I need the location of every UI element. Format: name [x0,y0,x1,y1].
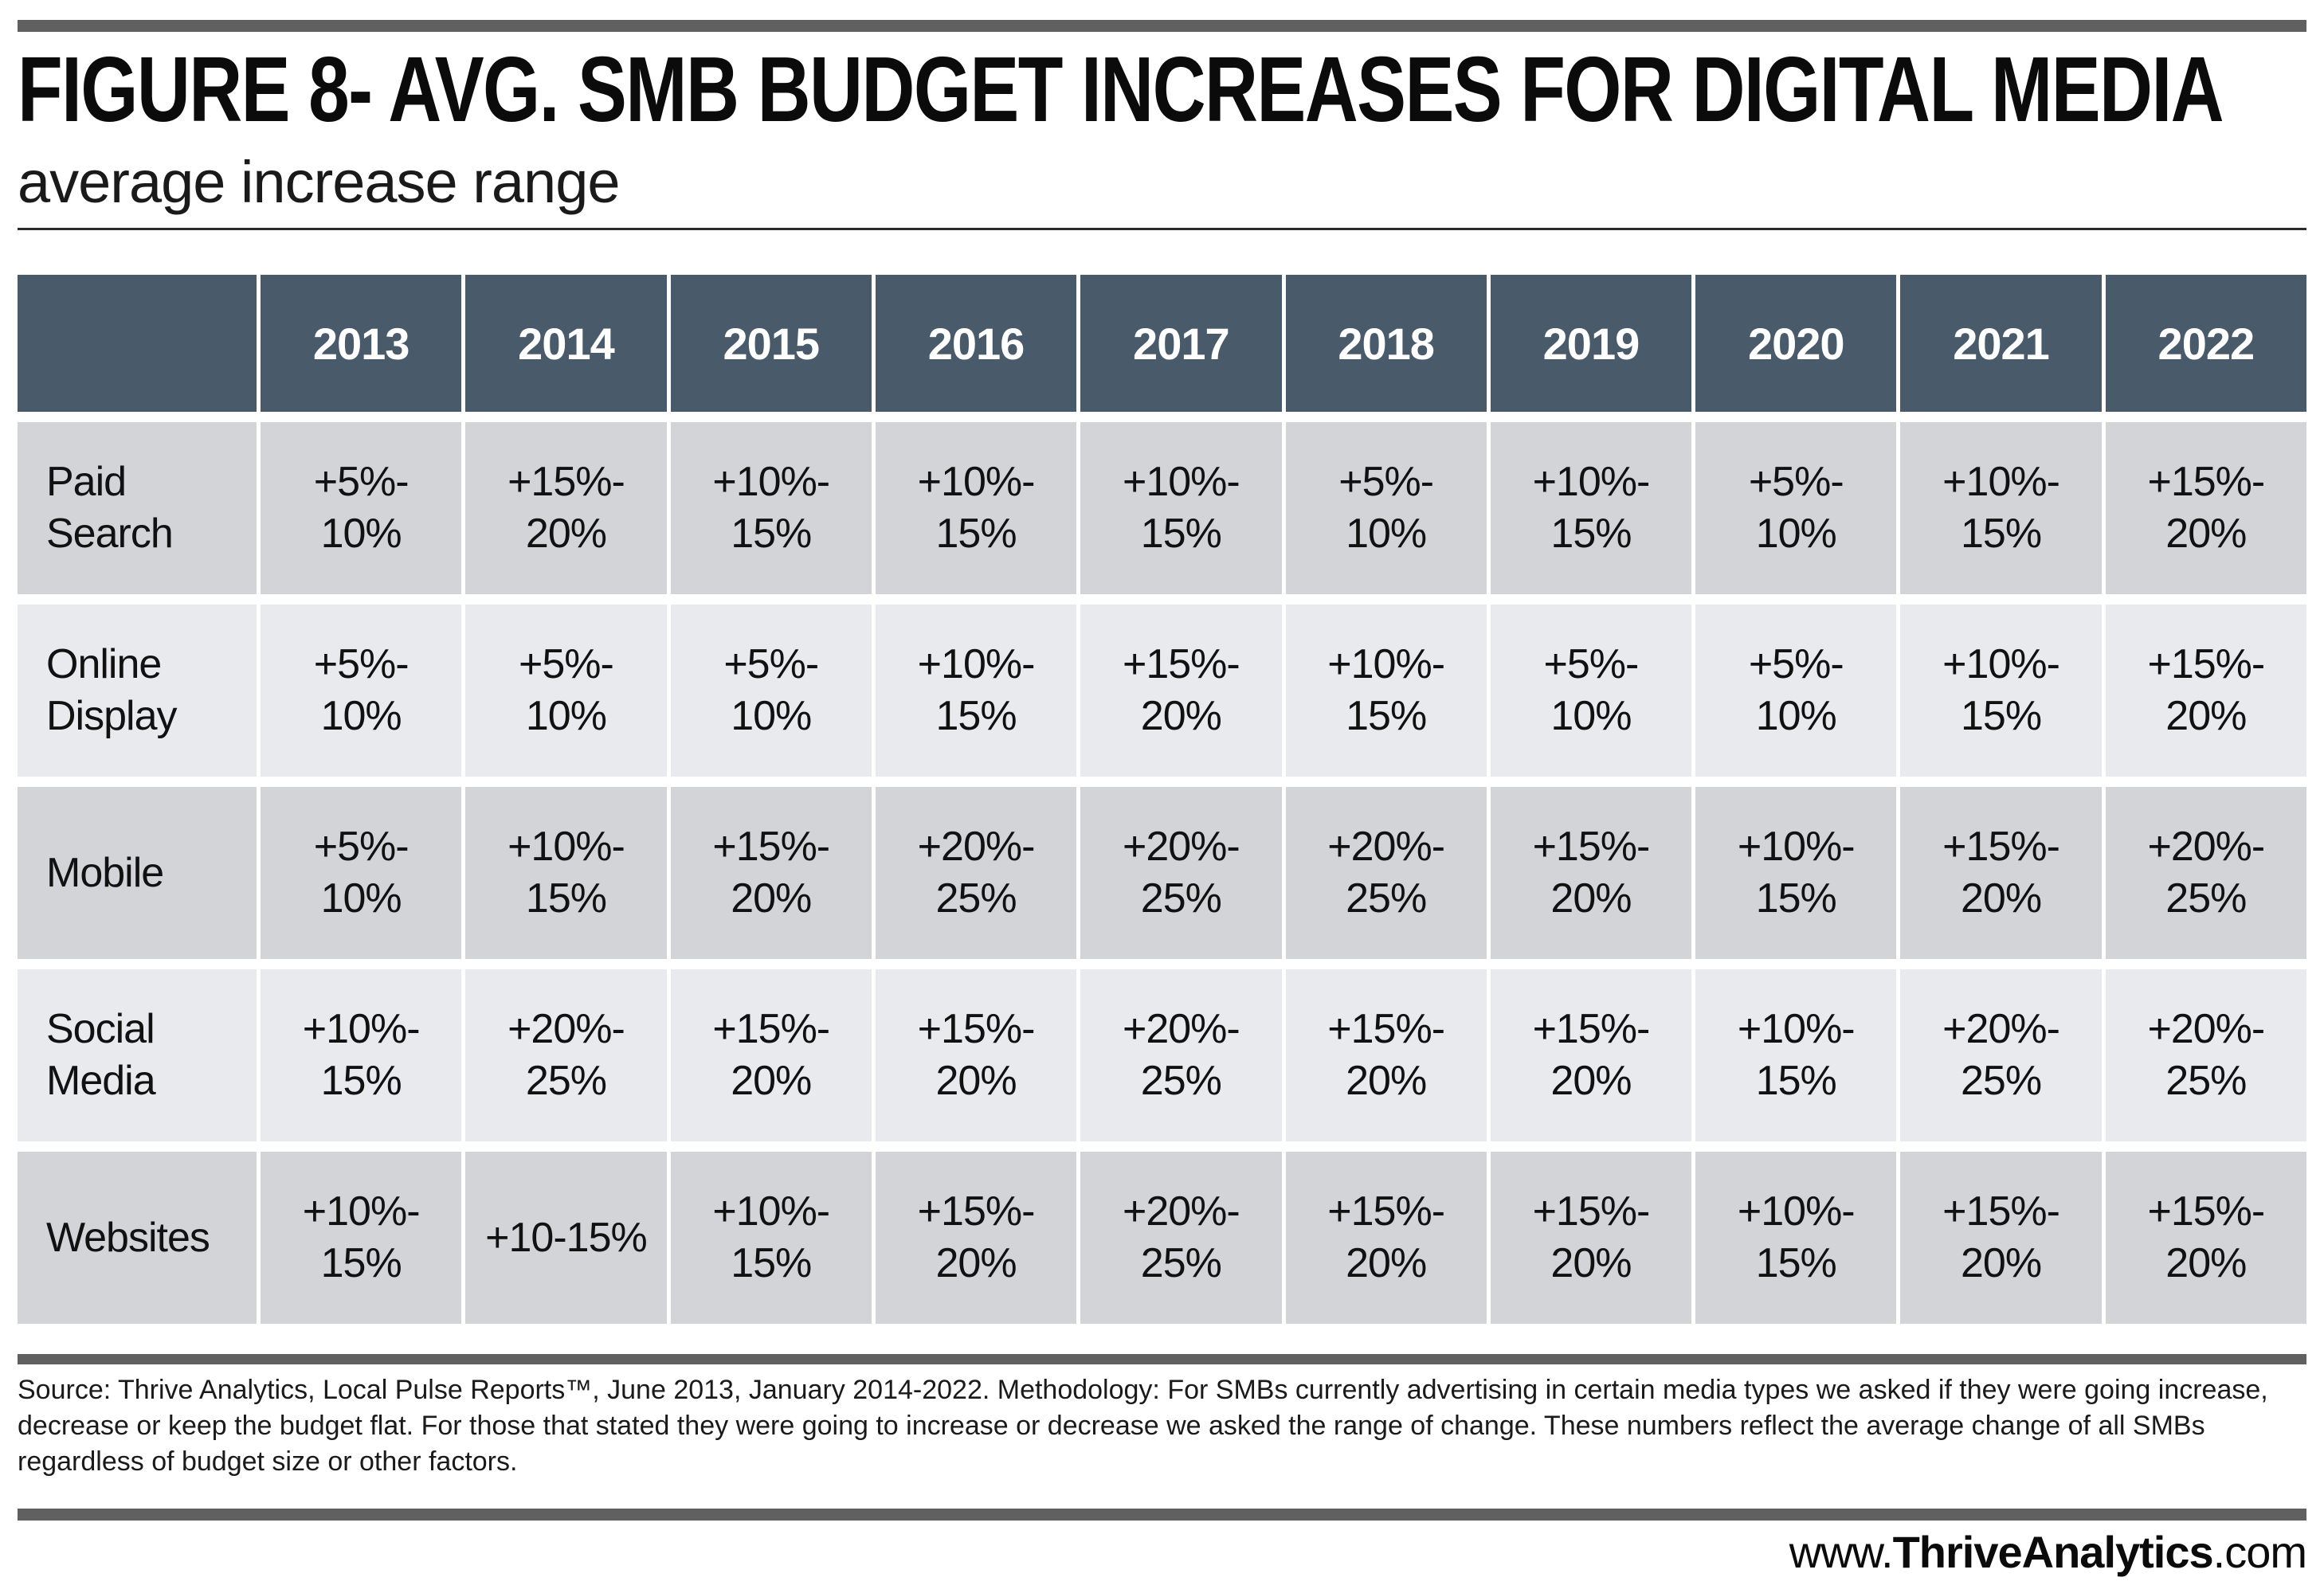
year-header-2022: 2022 [2105,275,2306,412]
row-label-online-display: Online Display [18,605,257,777]
cell-websites-2017: +20%- 25% [1080,1152,1282,1324]
cell-social-media-2021: +20%- 25% [1900,969,2102,1141]
cell-websites-2019: +15%- 20% [1490,1152,1692,1324]
row-label-mobile: Mobile [18,787,257,959]
source-divider-bar [18,1354,2306,1364]
cell-websites-2014: +10-15% [465,1152,667,1324]
year-header-2020: 2020 [1695,275,1897,412]
cell-mobile-2015: +15%- 20% [670,787,872,959]
year-header-2015: 2015 [670,275,872,412]
cell-online-display-2017: +15%- 20% [1080,605,1282,777]
cell-paid-search-2013: +5%- 10% [261,422,462,594]
cell-paid-search-2021: +10%- 15% [1900,422,2102,594]
cell-online-display-2015: +5%- 10% [670,605,872,777]
footer-divider-bar [18,1508,2306,1521]
cell-websites-2018: +15%- 20% [1285,1152,1487,1324]
cell-websites-2020: +10%- 15% [1695,1152,1897,1324]
table-corner-cell [18,275,257,412]
cell-online-display-2016: +10%- 15% [875,605,1077,777]
cell-mobile-2021: +15%- 20% [1900,787,2102,959]
title-rule [18,228,2306,230]
top-divider-bar [18,20,2306,32]
cell-social-media-2014: +20%- 25% [465,969,667,1141]
budget-table: 2013 2014 2015 2016 2017 2018 2019 2020 2021 2022… [18,275,2306,1324]
website-name: ThriveAnalytics [1892,1526,2214,1577]
cell-social-media-2018: +15%- 20% [1285,969,1487,1141]
cell-websites-2022: +15%- 20% [2105,1152,2306,1324]
year-header-2014: 2014 [465,275,667,412]
cell-websites-2021: +15%- 20% [1900,1152,2102,1324]
cell-paid-search-2018: +5%- 10% [1285,422,1487,594]
figure-subtitle: average increase range [18,149,621,215]
website-url: www.ThriveAnalytics.com [18,1526,2307,1577]
figure-title: FIGURE 8- AVG. SMB BUDGET INCREASES FOR … [18,37,2224,141]
year-header-2017: 2017 [1080,275,1282,412]
cell-social-media-2022: +20%- 25% [2105,969,2306,1141]
cell-mobile-2016: +20%- 25% [875,787,1077,959]
cell-paid-search-2016: +10%- 15% [875,422,1077,594]
year-header-2018: 2018 [1285,275,1487,412]
cell-social-media-2015: +15%- 20% [670,969,872,1141]
row-label-paid-search: Paid Search [18,422,257,594]
cell-mobile-2014: +10%- 15% [465,787,667,959]
row-label-websites: Websites [18,1152,257,1324]
cell-online-display-2019: +5%- 10% [1490,605,1692,777]
cell-websites-2015: +10%- 15% [670,1152,872,1324]
cell-paid-search-2020: +5%- 10% [1695,422,1897,594]
cell-paid-search-2019: +10%- 15% [1490,422,1692,594]
cell-social-media-2013: +10%- 15% [261,969,462,1141]
year-header-2013: 2013 [261,275,462,412]
year-header-2016: 2016 [875,275,1077,412]
cell-online-display-2022: +15%- 20% [2105,605,2306,777]
cell-social-media-2017: +20%- 25% [1080,969,1282,1141]
year-header-2021: 2021 [1900,275,2102,412]
cell-social-media-2020: +10%- 15% [1695,969,1897,1141]
cell-paid-search-2014: +15%- 20% [465,422,667,594]
cell-paid-search-2017: +10%- 15% [1080,422,1282,594]
cell-mobile-2018: +20%- 25% [1285,787,1487,959]
cell-mobile-2019: +15%- 20% [1490,787,1692,959]
cell-social-media-2019: +15%- 20% [1490,969,1692,1141]
cell-websites-2013: +10%- 15% [261,1152,462,1324]
row-label-social-media: Social Media [18,969,257,1141]
cell-websites-2016: +15%- 20% [875,1152,1077,1324]
cell-mobile-2017: +20%- 25% [1080,787,1282,959]
cell-paid-search-2022: +15%- 20% [2105,422,2306,594]
cell-mobile-2013: +5%- 10% [261,787,462,959]
cell-online-display-2021: +10%- 15% [1900,605,2102,777]
cell-online-display-2013: +5%- 10% [261,605,462,777]
cell-online-display-2014: +5%- 10% [465,605,667,777]
cell-mobile-2020: +10%- 15% [1695,787,1897,959]
year-header-2019: 2019 [1490,275,1692,412]
cell-mobile-2022: +20%- 25% [2105,787,2306,959]
cell-social-media-2016: +15%- 20% [875,969,1077,1141]
source-note: Source: Thrive Analytics, Local Pulse Re… [18,1375,2268,1477]
cell-paid-search-2015: +10%- 15% [670,422,872,594]
website-suffix: .com [2212,1526,2307,1577]
website-prefix: www. [1789,1526,1894,1577]
cell-online-display-2018: +10%- 15% [1285,605,1487,777]
cell-online-display-2020: +5%- 10% [1695,605,1897,777]
